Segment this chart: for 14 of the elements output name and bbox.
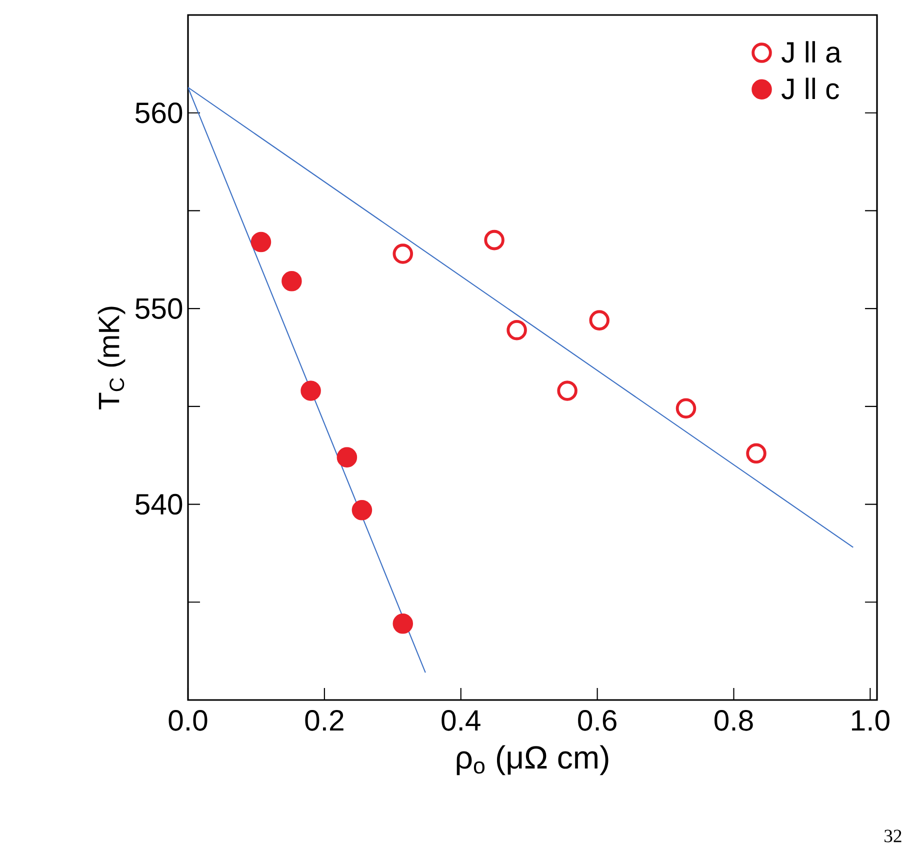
y-tick-label: 540: [136, 494, 182, 515]
x-axis-title: ρ$_{o}$ (μΩ cm): [456, 745, 608, 776]
y-tick-label: 560: [136, 102, 182, 124]
y-tick-label: 550: [136, 298, 182, 319]
text: 32: [884, 830, 902, 842]
x-tick-label: 0.0: [168, 710, 208, 731]
x-tick-label: 1.0: [852, 710, 890, 731]
x-tick-label: 0.2: [305, 710, 344, 731]
x-tick-label: 0.6: [578, 710, 616, 731]
legend-label: J ll a: [782, 41, 842, 63]
x-tick-label: 0.4: [442, 710, 480, 731]
y-axis-title: T$_{C}$ (mK): [98, 306, 126, 410]
legend-label: J ll c: [782, 78, 839, 100]
x-tick-label: 0.8: [714, 710, 753, 731]
